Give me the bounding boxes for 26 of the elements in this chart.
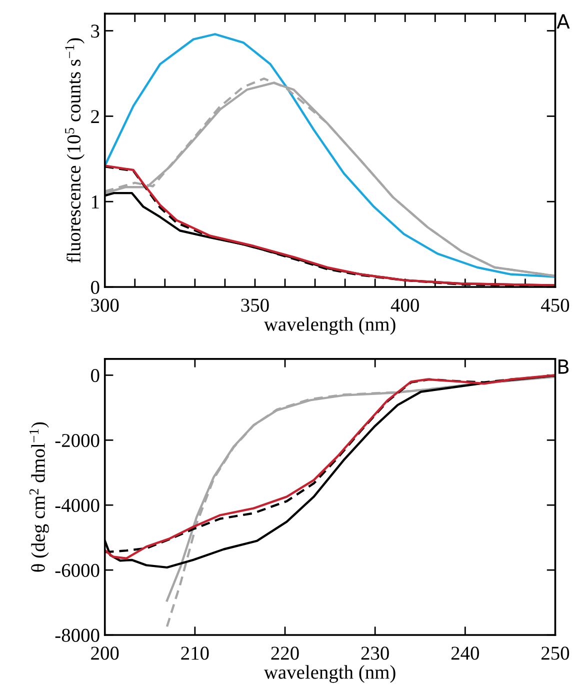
x-tick-label: 230 — [361, 646, 389, 660]
x-tick-label: 240 — [451, 646, 480, 660]
x-axis-title: wavelength (nm) — [264, 317, 396, 335]
y-tick-label: -6000 — [55, 564, 100, 577]
y-tick-label: 1 — [92, 196, 99, 208]
text: B — [558, 360, 569, 374]
x-tick-label: 250 — [542, 646, 570, 660]
x-tick-label: 210 — [181, 646, 209, 660]
y-axis-title: fluorescence (10$^{5}$ counts s$^{−1}$) — [65, 38, 84, 263]
y-tick-label: 3 — [91, 24, 100, 38]
y-axis-title: θ (deg cm$^{2}$ dmol$^{−1}$) — [29, 422, 49, 572]
x-axis-title: wavelength (nm) — [264, 665, 396, 683]
y-tick-label: -8000 — [55, 628, 100, 642]
x-tick-label: 350 — [241, 298, 269, 312]
x-tick-label: 300 — [91, 298, 119, 312]
x-tick-label: 450 — [541, 298, 570, 312]
x-tick-label: 220 — [271, 646, 299, 660]
y-tick-label: 2 — [91, 110, 99, 123]
y-tick-label: -2000 — [55, 434, 100, 448]
x-tick-label: 400 — [390, 298, 419, 312]
x-tick-label: 200 — [91, 646, 119, 660]
line-series — [104, 33, 556, 278]
y-tick-label: 0 — [91, 368, 100, 382]
text: A — [556, 14, 570, 28]
y-tick-label: -4000 — [55, 498, 100, 512]
y-tick-label: 0 — [91, 280, 100, 294]
